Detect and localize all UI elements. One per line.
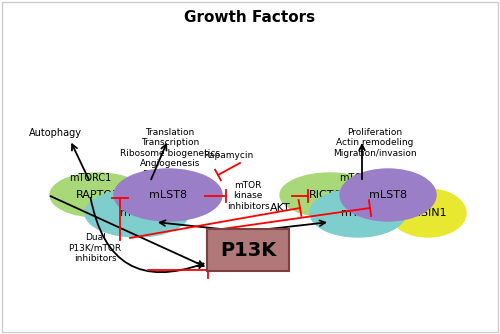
Text: mTOR: mTOR [120,208,154,218]
Ellipse shape [114,169,222,221]
Ellipse shape [310,189,406,237]
Text: mTOR
kinase
inhibitors: mTOR kinase inhibitors [226,181,270,211]
Text: Autophagy: Autophagy [28,128,82,138]
Text: P13K: P13K [220,240,276,260]
Text: Growth Factors: Growth Factors [184,10,316,25]
Text: mTOR: mTOR [341,208,375,218]
Text: mSIN1: mSIN1 [410,208,447,218]
Text: mLST8: mLST8 [369,190,407,200]
Text: Proliferation
Actin remodeling
Migration/invasion: Proliferation Actin remodeling Migration… [333,128,417,158]
Text: RAPTOR: RAPTOR [76,190,120,200]
Text: Rapamycin: Rapamycin [203,151,253,160]
Text: mTORC2: mTORC2 [339,173,381,183]
Text: AKT: AKT [270,203,290,213]
Ellipse shape [280,173,380,217]
Text: mTORC1: mTORC1 [69,173,111,183]
Ellipse shape [340,169,436,221]
Text: Dual
P13K/mTOR
inhibitors: Dual P13K/mTOR inhibitors [68,233,122,263]
Ellipse shape [50,173,146,217]
Text: mLST8: mLST8 [149,190,187,200]
Text: Translation
Transcription
Ribosome biogenetics
Angiogenesis
Proliferation
Migrat: Translation Transcription Ribosome bioge… [120,128,220,189]
FancyBboxPatch shape [207,229,289,271]
Ellipse shape [390,189,466,237]
Text: RICTOR: RICTOR [309,190,351,200]
Ellipse shape [85,189,189,237]
